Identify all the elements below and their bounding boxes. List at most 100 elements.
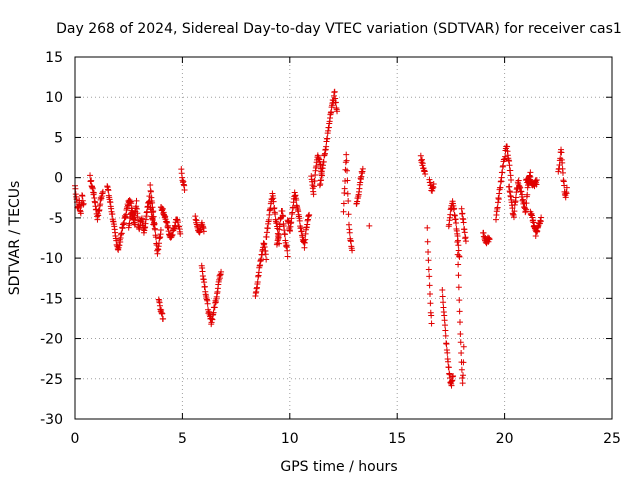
data-point-marker	[426, 282, 433, 289]
data-point-marker	[515, 177, 522, 184]
data-point-marker	[181, 186, 188, 193]
chart-title: Day 268 of 2024, Sidereal Day-to-day VTE…	[56, 21, 622, 37]
data-point-marker	[284, 247, 291, 254]
data-point-marker	[455, 261, 462, 268]
data-point-marker	[558, 149, 565, 156]
data-point-marker	[458, 205, 465, 212]
data-point-marker	[301, 239, 308, 246]
data-point-marker	[497, 184, 504, 191]
data-point-marker	[425, 266, 432, 273]
x-tick-label: 20	[496, 431, 514, 447]
y-tick-label: -10	[40, 251, 63, 267]
data-point-marker	[320, 158, 327, 165]
data-point-marker	[281, 231, 288, 238]
data-point-marker	[147, 188, 154, 195]
data-point-marker	[344, 190, 351, 197]
data-point-marker	[458, 350, 465, 357]
data-point-marker	[275, 231, 282, 238]
data-point-marker	[498, 174, 505, 181]
data-point-marker	[87, 172, 94, 179]
data-point-marker	[440, 299, 447, 306]
data-point-marker	[442, 327, 449, 334]
data-point-marker	[562, 194, 569, 201]
data-point-marker	[563, 190, 570, 197]
data-point-marker	[510, 214, 517, 221]
data-point-marker	[302, 236, 309, 243]
data-point-marker	[461, 229, 468, 236]
data-point-marker	[341, 185, 348, 192]
data-point-marker	[494, 204, 501, 211]
data-point-marker	[218, 268, 225, 275]
data-point-marker	[157, 227, 164, 234]
data-point-marker	[439, 286, 446, 293]
data-point-marker	[263, 256, 270, 263]
data-point-marker	[160, 315, 167, 322]
data-point-marker	[311, 177, 318, 184]
data-point-marker	[427, 290, 434, 297]
data-point-marker	[419, 160, 426, 167]
data-point-marker	[254, 279, 261, 286]
data-point-marker	[150, 208, 157, 215]
data-point-marker	[109, 210, 116, 217]
data-point-marker	[284, 253, 291, 260]
data-point-marker	[518, 188, 525, 195]
data-point-marker	[456, 308, 463, 315]
data-point-marker	[460, 343, 467, 350]
data-point-marker	[486, 236, 493, 243]
data-point-marker	[133, 197, 140, 204]
data-point-marker	[94, 216, 101, 223]
data-point-marker	[347, 238, 354, 245]
data-point-marker	[460, 372, 467, 379]
data-point-marker	[426, 273, 433, 280]
data-point-marker	[454, 239, 461, 246]
data-point-marker	[77, 210, 84, 217]
data-point-marker	[265, 216, 272, 223]
data-point-marker	[457, 339, 464, 346]
data-point-marker	[459, 210, 466, 217]
data-point-marker	[128, 200, 135, 207]
data-point-marker	[80, 200, 87, 207]
data-point-marker	[462, 238, 469, 245]
data-point-marker	[306, 211, 313, 218]
data-point-marker	[150, 213, 157, 220]
data-point-marker	[442, 332, 449, 339]
data-point-marker	[439, 293, 446, 300]
data-point-marker	[506, 162, 513, 169]
data-point-marker	[427, 300, 434, 307]
data-point-marker	[270, 198, 277, 205]
data-point-marker	[201, 283, 208, 290]
data-point-marker	[345, 198, 352, 205]
data-point-marker	[152, 226, 159, 233]
data-point-marker	[533, 176, 540, 183]
grid	[75, 57, 612, 419]
data-point-marker	[508, 176, 515, 183]
data-point-marker	[424, 238, 431, 245]
data-point-marker	[105, 187, 112, 194]
data-point-marker	[523, 200, 530, 207]
data-point-marker	[147, 181, 154, 188]
data-point-marker	[455, 284, 462, 291]
data-point-marker	[460, 219, 467, 226]
data-point-marker	[210, 309, 217, 316]
data-point-marker	[344, 167, 351, 174]
data-point-marker	[502, 153, 509, 160]
data-point-marker	[331, 88, 338, 95]
y-tick-label: 15	[45, 50, 63, 66]
data-point-marker	[324, 135, 331, 142]
data-point-marker	[563, 184, 570, 191]
data-point-marker	[455, 242, 462, 249]
data-point-marker	[349, 247, 356, 254]
data-point-marker	[460, 359, 467, 366]
data-point-marker	[332, 99, 339, 106]
data-point-marker	[293, 197, 300, 204]
y-tick-label: 0	[54, 171, 63, 187]
y-tick-labels: -30 -25 -20 -15 -10 -5 0 5 10 15	[40, 50, 63, 428]
data-point-marker	[512, 194, 519, 201]
data-point-marker	[559, 169, 566, 176]
x-axis-label: GPS time / hours	[280, 459, 397, 475]
y-tick-label: -5	[49, 211, 63, 227]
plot-frame	[74, 56, 613, 420]
data-point-marker	[310, 191, 317, 198]
x-tick-label: 15	[388, 431, 406, 447]
